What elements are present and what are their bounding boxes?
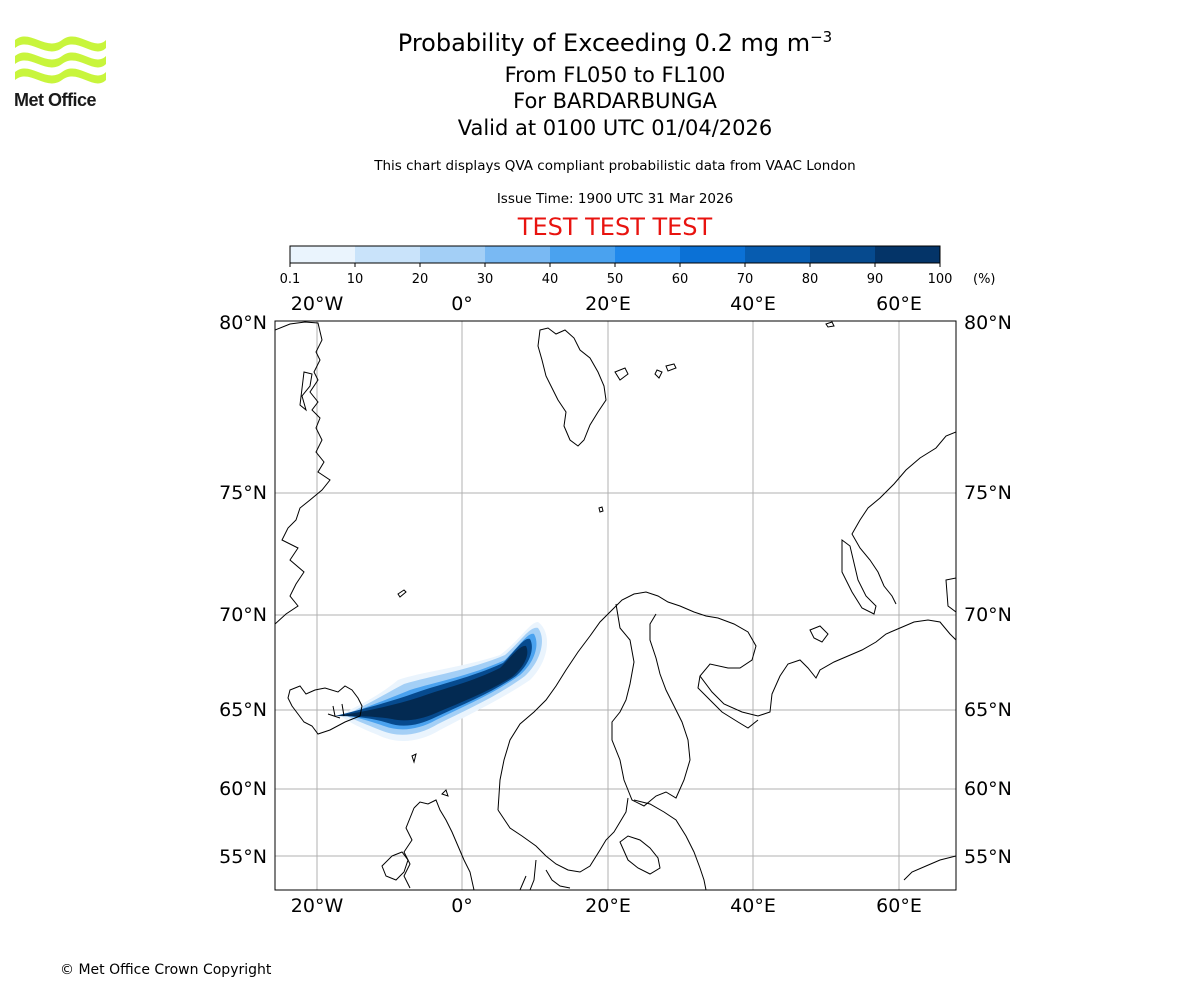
- lat-left-label: 60°N: [219, 778, 267, 800]
- colorbar-cell: [290, 246, 356, 263]
- map-figure: 0.1 10 20 30 40 50 60 70 80 90 100 (%): [0, 0, 1200, 1000]
- colorbar-tick-label: 20: [412, 272, 429, 287]
- coast-jan-mayen: [398, 590, 406, 597]
- lon-top-label: 20°W: [291, 293, 344, 315]
- lon-bottom-label: 40°E: [730, 895, 776, 917]
- coast-denmark: [546, 870, 570, 888]
- colorbar-cell: [810, 246, 876, 263]
- colorbar-cell: [745, 246, 811, 263]
- coast-gulf-of-bothnia: [612, 604, 690, 806]
- colorbar-cell: [550, 246, 616, 263]
- lat-left-label: 75°N: [219, 482, 267, 504]
- colorbar-tick-label: 90: [867, 272, 884, 287]
- coast-great-britain: [404, 800, 474, 890]
- lon-top-label: 60°E: [876, 293, 922, 315]
- colorbar-tick-label: 40: [542, 272, 559, 287]
- coast-greenland: [275, 322, 330, 624]
- gridlines: [275, 321, 956, 890]
- colorbar-cell: [420, 246, 486, 263]
- colorbar-tick-label: 30: [477, 272, 494, 287]
- coast-jutland: [520, 860, 536, 890]
- lat-right-label: 55°N: [964, 846, 1012, 868]
- coast-white-sea: [698, 676, 758, 728]
- lat-left-label: 80°N: [219, 312, 267, 334]
- colorbar-tick-label: 50: [607, 272, 624, 287]
- lon-top-label: 40°E: [730, 293, 776, 315]
- coast-novaya-zemlya: [852, 432, 956, 604]
- colorbar-tick-label: 10: [347, 272, 364, 287]
- colorbar: [290, 246, 941, 263]
- lon-bottom-label: 0°: [451, 895, 473, 917]
- colorbar-ticks: 0.1 10 20 30 40 50 60 70 80 90 100: [280, 263, 953, 287]
- coast-svalbard-east: [615, 368, 628, 380]
- coastlines: [275, 322, 956, 890]
- lat-left-label: 55°N: [219, 846, 267, 868]
- colorbar-tick-label: 0.1: [280, 272, 301, 287]
- copyright-notice: © Met Office Crown Copyright: [60, 962, 271, 978]
- lat-left-label: 70°N: [219, 604, 267, 626]
- colorbar-tick-label: 70: [737, 272, 754, 287]
- lat-right-label: 80°N: [964, 312, 1012, 334]
- coast-novaya-zemlya-south: [842, 540, 876, 614]
- lon-top-label: 0°: [451, 293, 473, 315]
- lon-top-label: 20°E: [585, 293, 631, 315]
- lat-right-label: 75°N: [964, 482, 1012, 504]
- lon-bottom-label: 60°E: [876, 895, 922, 917]
- colorbar-cell: [680, 246, 746, 263]
- colorbar-unit: (%): [973, 272, 996, 287]
- axis-labels: 20°W 0° 20°E 40°E 60°E 20°W 0° 20°E 40°E…: [219, 293, 1012, 917]
- coast-shetland-faroe: [412, 754, 448, 796]
- coast-baltic-east: [634, 800, 706, 890]
- ash-plume: [335, 622, 547, 741]
- lat-right-label: 65°N: [964, 699, 1012, 721]
- map-frame: [275, 321, 956, 890]
- coast-kolguev: [810, 626, 828, 642]
- lat-right-label: 60°N: [964, 778, 1012, 800]
- colorbar-cell: [615, 246, 681, 263]
- colorbar-tick-label: 60: [672, 272, 689, 287]
- coast-small-islands: [655, 322, 834, 378]
- coast-scandinavia-north: [498, 592, 956, 810]
- lat-left-label: 65°N: [219, 699, 267, 721]
- lon-bottom-label: 20°E: [585, 895, 631, 917]
- coast-yamal: [946, 578, 956, 612]
- colorbar-cell: [485, 246, 551, 263]
- coast-gotland: [620, 836, 660, 874]
- coast-caspian-north: [904, 856, 956, 880]
- colorbar-cell: [355, 246, 421, 263]
- map-area: [275, 321, 956, 890]
- colorbar-tick-label: 100: [928, 272, 953, 287]
- colorbar-tick-label: 80: [802, 272, 819, 287]
- lon-bottom-label: 20°W: [291, 895, 344, 917]
- colorbar-cell: [875, 246, 941, 263]
- coast-svalbard: [538, 328, 606, 446]
- lat-right-label: 70°N: [964, 604, 1012, 626]
- coast-bear-island: [599, 507, 603, 512]
